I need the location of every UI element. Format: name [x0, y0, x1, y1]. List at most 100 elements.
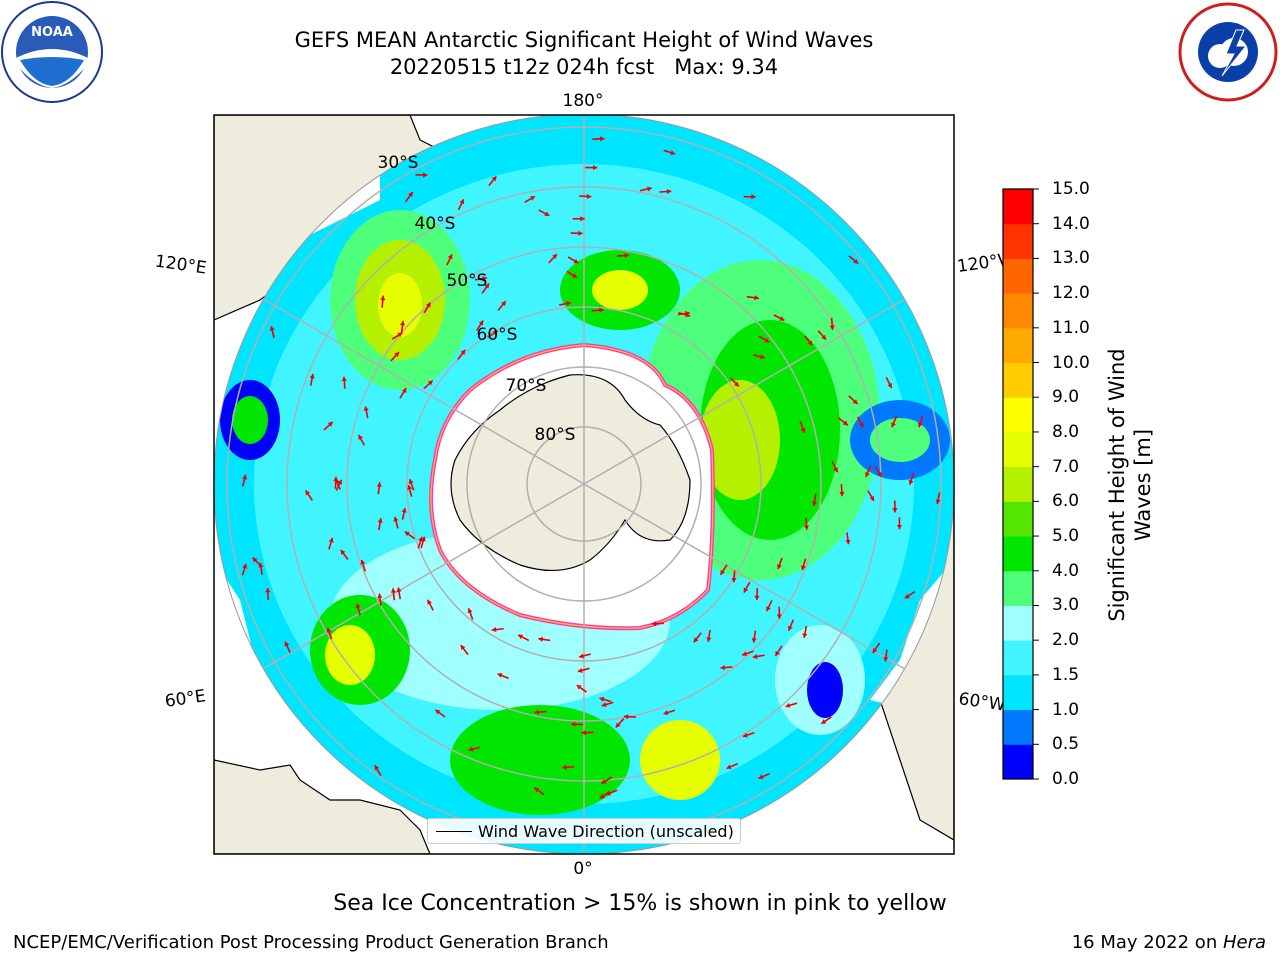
wave-arrow-head	[355, 603, 361, 609]
colorbar-segment	[1003, 640, 1033, 676]
wave-arrow-head	[393, 516, 399, 522]
wave-arrow-head	[326, 627, 332, 633]
wave-arrow-head	[758, 774, 764, 780]
lon-label-180: 180°	[563, 91, 604, 111]
wave-arrow-head	[420, 536, 426, 542]
wave-arrow-head	[775, 650, 780, 656]
wave-arrow-head	[562, 764, 567, 770]
wave-arrow-head	[425, 302, 431, 308]
wave-arrow-head	[501, 301, 506, 307]
wave-arrow-head	[869, 495, 875, 501]
wave-arrow-head	[459, 199, 465, 205]
wave-arrow-head	[538, 636, 543, 642]
footer-date-text: 16 May 2022 on	[1071, 932, 1223, 953]
wave-arrow-head	[606, 790, 611, 796]
wave-arrow-head	[751, 194, 756, 200]
wave-arrow-head	[720, 665, 725, 671]
wave-arrow-head	[731, 577, 737, 583]
wave-arrow-head	[726, 764, 732, 770]
noaa-logo: NOAA	[1, 1, 103, 103]
wave-arrow-head	[534, 709, 539, 715]
wave-arrow-head	[754, 595, 760, 601]
wave-arrow-head	[601, 779, 607, 784]
wave-arrow-head	[305, 490, 311, 496]
wave-arrow-head	[720, 569, 726, 575]
wave-arrow-head	[666, 188, 672, 195]
wave-arrow-head	[766, 606, 771, 612]
wave-arrow-head	[842, 420, 848, 426]
wave-arrow-head	[693, 637, 699, 643]
wave-arrow-head	[252, 557, 258, 563]
wave-arrow-head	[377, 593, 383, 599]
wave-direction-arrows	[241, 136, 941, 799]
wave-arrow-head	[908, 479, 914, 485]
wave-arrow-head	[800, 427, 806, 433]
wave-arrow-head	[578, 230, 583, 236]
wave-arrow-head	[360, 559, 366, 565]
colorbar-segment	[1003, 709, 1033, 745]
colorbar-tick-label: 10.0	[1052, 352, 1090, 373]
wave-arrow-head	[396, 587, 402, 593]
lat-label-70s: 70°S	[506, 376, 547, 396]
wave-arrow-head	[599, 307, 604, 313]
antarctica-land	[450, 374, 691, 572]
wave-arrow-head	[491, 627, 497, 633]
wave-arrow-head	[530, 196, 536, 201]
colorbar-segment	[1003, 674, 1033, 711]
map-frame	[213, 114, 955, 855]
wave-arrow-head	[821, 719, 827, 724]
wave-arrow-head	[573, 258, 579, 264]
wave-arrow-head	[807, 340, 813, 346]
wave-arrow-head	[833, 467, 838, 473]
wave-arrow-head	[624, 252, 629, 259]
colorbar-tick-label: 5.0	[1052, 526, 1080, 547]
wave-arrow-head	[571, 721, 576, 727]
wave-arrow-head	[811, 501, 818, 507]
colorbar-tick-label: 9.0	[1052, 387, 1080, 408]
colorbar-segment	[1003, 501, 1033, 537]
wave-arrow-head	[427, 380, 433, 386]
wave-arrow-head	[327, 421, 333, 427]
wave-arrow-head	[935, 499, 941, 505]
lat-label-30s: 30°S	[378, 153, 419, 173]
chart-title: GEFS MEAN Antarctic Significant Height o…	[294, 28, 874, 52]
wave-arrow-head	[663, 710, 669, 716]
wave-arrow-head	[752, 654, 758, 660]
wave-arrow-head	[484, 283, 490, 289]
wave-arrow-head	[427, 599, 432, 605]
wave-arrow-head	[917, 422, 923, 428]
footer-credit: NCEP/EMC/Verification Post Processing Pr…	[13, 932, 609, 953]
colorbar-segment	[1003, 744, 1033, 780]
wave-arrow-head	[377, 518, 383, 523]
wave-arrow-head	[408, 191, 413, 197]
wave-arrow-head	[751, 637, 757, 643]
lat-label-80s: 80°S	[535, 425, 576, 445]
footer-date: 16 May 2022 on Hera	[1072, 932, 1266, 954]
colorbar-tick-label: 11.0	[1052, 317, 1090, 338]
colorbar-tick-label: 0.5	[1052, 734, 1080, 755]
lat-label-60s: 60°S	[477, 325, 518, 345]
wave-arrow-head	[534, 787, 540, 793]
wave-arrow-head	[891, 422, 896, 428]
wave-arrow-head	[800, 565, 806, 571]
wave-arrow-head	[407, 485, 413, 490]
wave-arrow-head	[404, 531, 410, 537]
wave-arrow-head	[852, 399, 858, 405]
wave-arrow-head	[577, 667, 583, 673]
colorbar-tick-label: 2.0	[1052, 630, 1080, 651]
wave-arrow-head	[647, 186, 652, 192]
wave-arrow-head	[670, 150, 676, 156]
wave-arrow-head	[491, 176, 497, 182]
wave-arrow-head	[478, 320, 484, 326]
wave-arrow-head	[340, 549, 346, 555]
wave-arrow-head	[242, 563, 248, 569]
colorbar-tick-label: 1.5	[1052, 664, 1080, 685]
wave-arrow-head	[401, 507, 407, 513]
wave-arrow-head	[518, 634, 524, 640]
colorbar-tick-label: 4.0	[1052, 560, 1080, 581]
wave-arrow-head	[685, 312, 691, 318]
wave-arrow-head	[764, 337, 770, 343]
wave-arrow-head	[544, 211, 550, 216]
wave-arrow-head	[337, 479, 342, 485]
